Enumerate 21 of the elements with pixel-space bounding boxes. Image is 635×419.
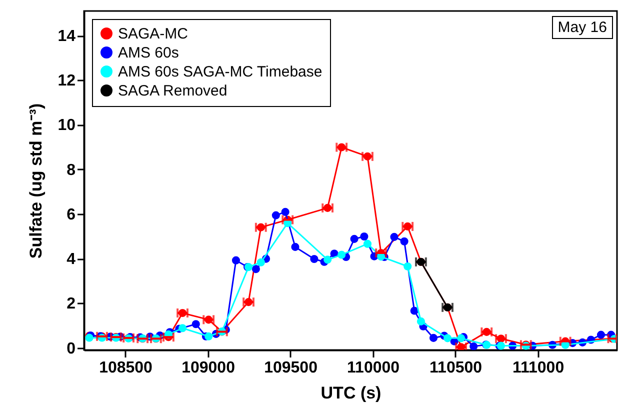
y-tick-label: 12	[58, 72, 76, 90]
legend-label: AMS 60s	[118, 44, 179, 62]
legend-label: SAGA-MC	[118, 26, 188, 42]
x-tick-label: 108500	[99, 360, 153, 376]
annotation: May 16	[552, 16, 613, 39]
legend-label: SAGA Removed	[118, 82, 228, 100]
x-tick-label: 110500	[430, 360, 482, 376]
x-axis-title: UTC (s)	[320, 384, 382, 402]
y-axis-title: Sulfate (ug std m⁻³)	[26, 103, 46, 259]
x-tick-label: 109500	[264, 360, 318, 376]
y-tick-label: 8	[66, 162, 76, 179]
y-tick-label: 4	[66, 251, 76, 268]
y-tick-label: 10	[58, 117, 76, 134]
legend-label: AMS 60s SAGA-MC Timebase	[118, 64, 322, 80]
y-tick-label: 6	[66, 206, 76, 224]
x-tick-label: 111000	[512, 360, 564, 376]
y-tick-label: 14	[58, 28, 76, 46]
y-tick-label: 2	[66, 296, 76, 313]
x-tick-label: 110000	[347, 360, 400, 376]
y-tick-label: 0	[66, 340, 76, 358]
x-tick-label: 109000	[182, 360, 236, 376]
